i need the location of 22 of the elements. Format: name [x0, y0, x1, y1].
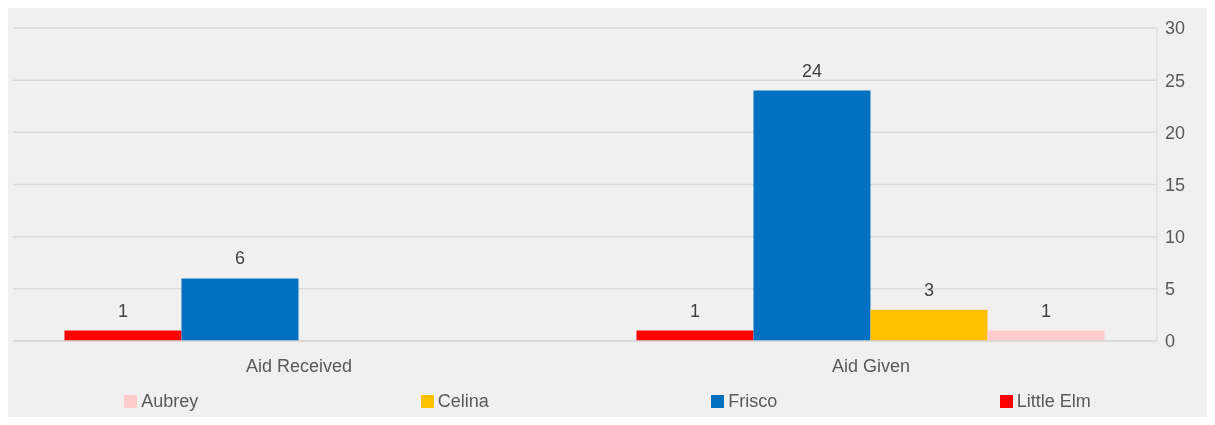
bar — [181, 278, 299, 341]
y-tick-label: 15 — [1165, 174, 1186, 195]
bar — [753, 90, 871, 341]
bar — [870, 309, 988, 341]
data-label: 6 — [234, 248, 245, 269]
legend-label: Frisco — [727, 391, 778, 412]
data-label: 1 — [117, 300, 128, 321]
y-tick-label: 10 — [1165, 227, 1186, 248]
x-tick-label: Aid Received — [245, 355, 353, 376]
y-tick-label: 25 — [1165, 70, 1186, 91]
y-tick-label: 0 — [1165, 331, 1176, 352]
y-tick-label: 20 — [1165, 122, 1186, 143]
data-label: 1 — [1040, 300, 1051, 321]
data-label: 24 — [801, 60, 822, 81]
data-label: 1 — [689, 300, 700, 321]
data-label: 3 — [923, 279, 934, 300]
legend-label: Aubrey — [140, 391, 199, 412]
y-tick-label: 5 — [1165, 279, 1176, 300]
x-tick-label: Aid Given — [831, 355, 911, 376]
legend-label: Little Elm — [1015, 391, 1091, 412]
y-tick-label: 30 — [1165, 18, 1186, 39]
legend-label: Celina — [436, 391, 489, 412]
